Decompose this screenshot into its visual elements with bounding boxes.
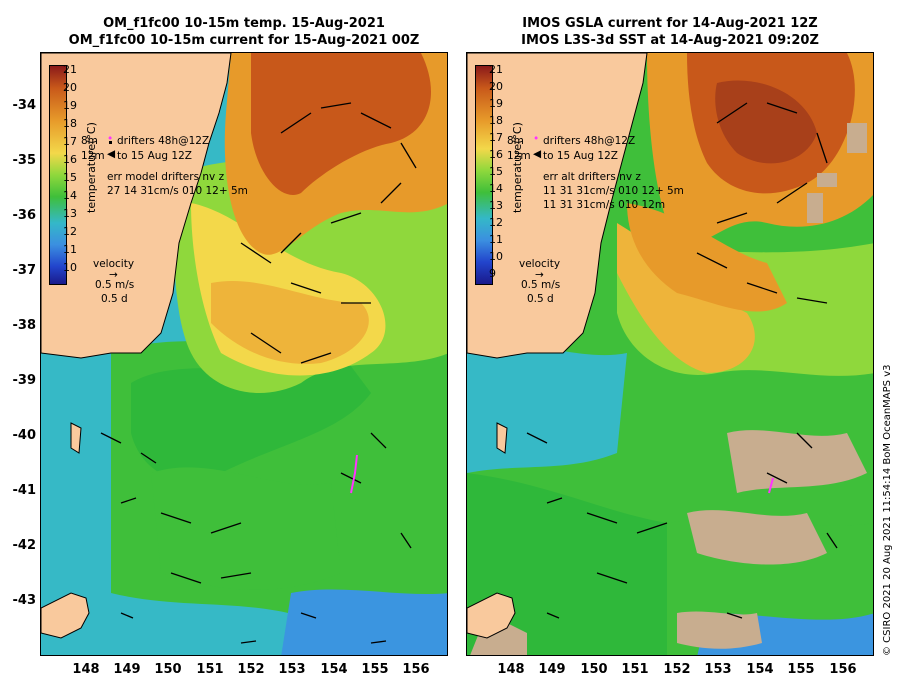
- legend-drifter-prefix1: 8m: [507, 135, 524, 147]
- legend-err-line2: 27 14 31cm/s 010 12+ 5m: [107, 185, 248, 197]
- lon-label: 156: [402, 662, 430, 677]
- lat-label: -40: [12, 428, 37, 443]
- right-map-panel: 21 20 19 18 17 16 15 14 13 12 11 10 9 te…: [466, 52, 874, 656]
- lon-label: 154: [746, 662, 774, 677]
- lat-label: -39: [12, 373, 37, 388]
- drifter-symbol: •: [533, 133, 540, 145]
- colorbar-tick: 9: [489, 267, 496, 280]
- lon-label: 151: [621, 662, 649, 677]
- lon-label: 148: [72, 662, 100, 677]
- colorbar-tick: 19: [63, 99, 77, 112]
- colorbar-tick: 13: [63, 207, 77, 220]
- colorbar-tick: 18: [63, 117, 77, 130]
- lat-label: -42: [12, 538, 37, 553]
- colorbar-tick: 13: [489, 199, 503, 212]
- colorbar-tick: 17: [63, 135, 77, 148]
- lon-label: 148: [497, 662, 525, 677]
- colorbar-tick: 20: [63, 81, 77, 94]
- left-map-panel: 21 20 19 18 17 16 15 14 13 12 11 10 temp…: [40, 52, 448, 656]
- colorbar-tick: 19: [489, 97, 503, 110]
- colorbar-tick: 11: [63, 243, 77, 256]
- colorbar-tick: 12: [63, 225, 77, 238]
- colorbar-tick: 10: [489, 250, 503, 263]
- colorbar-tick: 15: [63, 171, 77, 184]
- legend-err-line2: 11 31 31cm/s 010 12+ 5m: [543, 185, 684, 197]
- lon-label: 149: [113, 662, 141, 677]
- lat-label: -41: [12, 483, 37, 498]
- colorbar-tick: 18: [489, 114, 503, 127]
- lat-label: -35: [12, 153, 37, 168]
- colorbar-tick: 20: [489, 80, 503, 93]
- lon-label: 153: [704, 662, 732, 677]
- velocity-scale: 0.5 m/s: [521, 279, 561, 291]
- colorbar-tick: 16: [63, 153, 77, 166]
- right-title-line2: IMOS L3S-3d SST at 14-Aug-2021 09:20Z: [521, 33, 819, 48]
- lon-label: 153: [278, 662, 306, 677]
- colorbar-tick: 21: [489, 63, 503, 76]
- lat-label: -34: [12, 98, 37, 113]
- left-map-canvas: [41, 53, 447, 655]
- right-map-canvas: [467, 53, 873, 655]
- credit-text: © CSIRO 2021 20 Aug 2021 11:54:14 BoM Oc…: [882, 364, 893, 657]
- velocity-days: 0.5 d: [101, 293, 128, 305]
- left-title-line1: OM_f1fc00 10-15m temp. 15-Aug-2021: [103, 16, 385, 31]
- colorbar: [49, 65, 67, 285]
- colorbar: [475, 65, 493, 285]
- velocity-label: velocity: [519, 258, 561, 270]
- velocity-scale: 0.5 m/s: [95, 279, 135, 291]
- legend-drifter-prefix1: 8m: [81, 135, 98, 147]
- lon-label: 155: [787, 662, 815, 677]
- legend-drifters-line1: drifters 48h@12Z: [117, 135, 210, 147]
- lat-label: -37: [12, 263, 37, 278]
- lon-label: 154: [320, 662, 348, 677]
- lon-label: 151: [196, 662, 224, 677]
- legend-drifters-line1: drifters 48h@12Z: [543, 135, 636, 147]
- lon-label: 150: [580, 662, 608, 677]
- colorbar-tick: 12: [489, 216, 503, 229]
- lon-label: 152: [237, 662, 265, 677]
- drifter-symbol: •: [107, 133, 114, 145]
- current-arrows: [100, 102, 417, 644]
- legend-drifters-line2: to 15 Aug 12Z: [117, 150, 192, 162]
- colorbar-tick: 14: [489, 182, 503, 195]
- lon-label: 155: [361, 662, 389, 677]
- drifter-arrow-symbol: ◀: [533, 148, 542, 160]
- colorbar-tick: 14: [63, 189, 77, 202]
- legend-err-line3: 11 31 31cm/s 010 12m: [543, 199, 666, 211]
- colorbar-tick: 17: [489, 131, 503, 144]
- drifter-arrow-symbol: ◀: [107, 148, 116, 160]
- colorbar-tick: 15: [489, 165, 503, 178]
- legend-err-line1: err model drifters nv z: [107, 171, 225, 183]
- colorbar-tick: 11: [489, 233, 503, 246]
- lat-label: -36: [12, 208, 37, 223]
- colorbar-tick: 10: [63, 261, 77, 274]
- lat-label: -38: [12, 318, 37, 333]
- legend-drifter-prefix2: 12m: [507, 150, 531, 162]
- lon-label: 156: [829, 662, 857, 677]
- right-title-line1: IMOS GSLA current for 14-Aug-2021 12Z: [522, 16, 818, 31]
- colorbar-tick: 16: [489, 148, 503, 161]
- lon-label: 150: [154, 662, 182, 677]
- current-arrows: [526, 102, 838, 619]
- lon-label: 152: [663, 662, 691, 677]
- lon-label: 149: [538, 662, 566, 677]
- velocity-arrow-icon: →: [535, 269, 544, 281]
- legend-drifters-line2: to 15 Aug 12Z: [543, 150, 618, 162]
- legend-err-line1: err alt drifters nv z: [543, 171, 641, 183]
- velocity-days: 0.5 d: [527, 293, 554, 305]
- legend-drifter-prefix2: 12m: [81, 150, 105, 162]
- colorbar-tick: 21: [63, 63, 77, 76]
- left-title-line2: OM_f1fc00 10-15m current for 15-Aug-2021…: [68, 33, 420, 48]
- lat-label: -43: [12, 593, 37, 608]
- velocity-label: velocity: [93, 258, 135, 270]
- velocity-arrow-icon: →: [109, 269, 118, 281]
